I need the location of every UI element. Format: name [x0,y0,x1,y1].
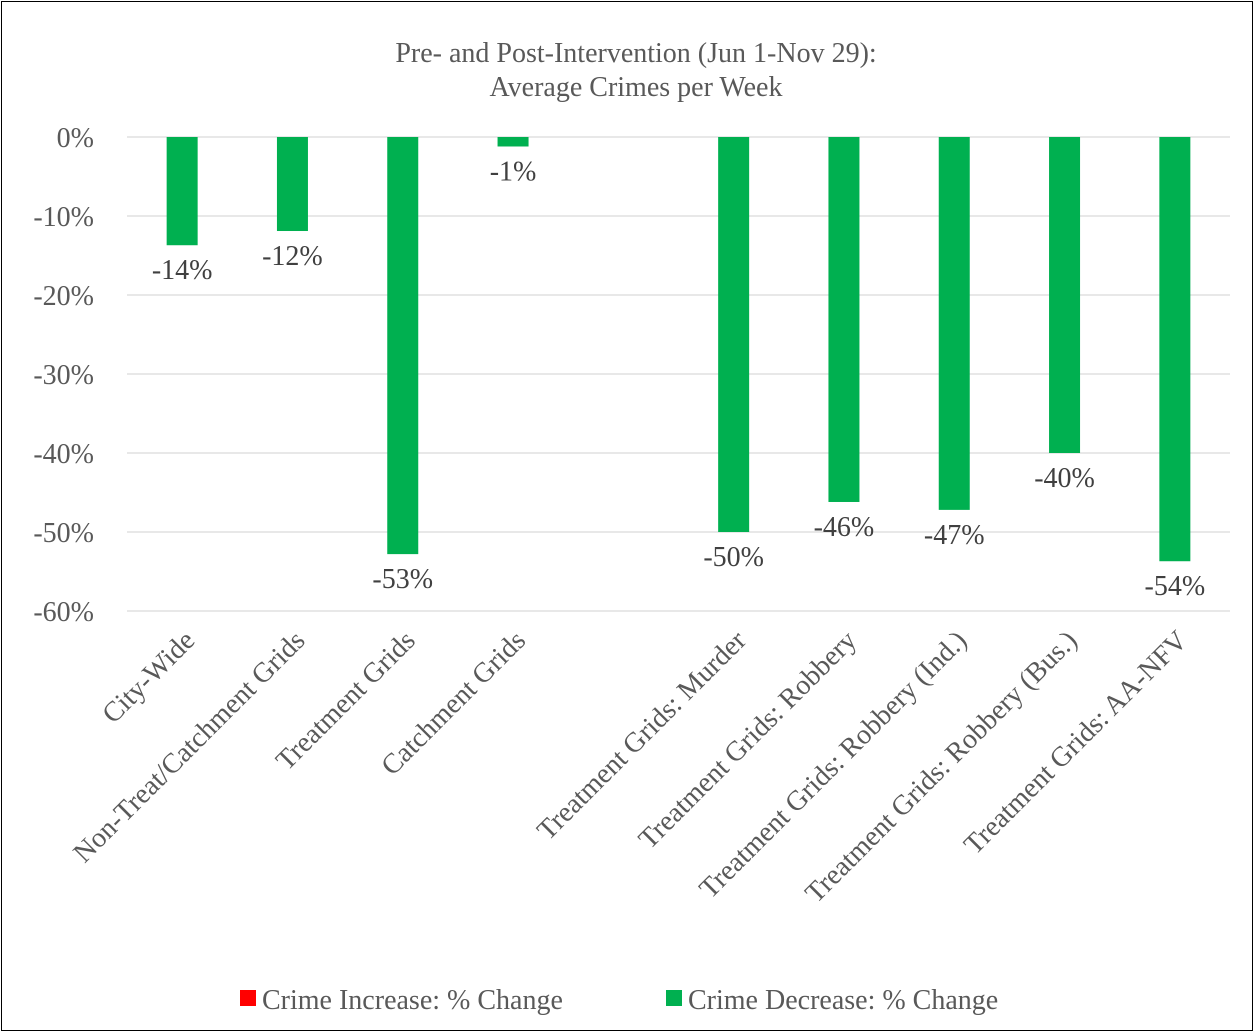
chart-title-line-2: Average Crimes per Week [490,72,783,103]
chart-title: Pre- and Post-Intervention (Jun 1-Nov 29… [395,38,876,103]
data-label: -46% [814,512,875,543]
y-tick-label: -40% [33,439,94,470]
y-axis-tick-labels: 0% -10% -20% -30% -40% -50% -60% [33,123,94,628]
data-label: -54% [1145,571,1206,602]
x-category-label: Treatment Grids: Robbery [633,625,863,855]
bar [387,137,419,555]
legend: Crime Increase: % Change Crime Decrease: … [240,985,998,1016]
bar [166,137,198,246]
data-label: -40% [1034,463,1095,494]
bar [1049,137,1081,453]
bar [938,137,970,510]
y-tick-label: -30% [33,360,94,391]
bar [1159,137,1191,562]
bar [276,137,308,232]
legend-swatch [240,990,256,1006]
y-tick-label: 0% [57,123,94,154]
chart-title-line-1: Pre- and Post-Intervention (Jun 1-Nov 29… [395,38,876,69]
y-tick-label: -50% [33,518,94,549]
data-label: -14% [152,255,213,286]
bar [718,137,750,532]
bar [497,137,529,147]
legend-label: Crime Increase: % Change [262,985,563,1016]
y-tick-label: -60% [33,597,94,628]
bars [166,137,1191,562]
legend-swatch [666,990,682,1006]
data-label: -1% [490,156,537,187]
gridlines [127,136,1230,612]
x-category-label: Treatment Grids: AA-NFV [958,625,1194,861]
data-label: -47% [924,520,985,551]
bar [828,137,860,502]
x-category-label: Non-Treat/Catchment Grids [68,625,312,869]
data-labels: -14% -12% -53% -1% -50% -46% -47% -40% -54% [152,156,1205,602]
data-label: -12% [262,241,323,272]
legend-label: Crime Decrease: % Change [688,985,998,1016]
data-label: -53% [372,564,433,595]
x-category-label: Treatment Grids: Murder [531,625,753,847]
y-tick-label: -20% [33,281,94,312]
data-label: -50% [703,542,764,573]
y-tick-label: -10% [33,202,94,233]
x-category-label: City-Wide [96,625,201,730]
